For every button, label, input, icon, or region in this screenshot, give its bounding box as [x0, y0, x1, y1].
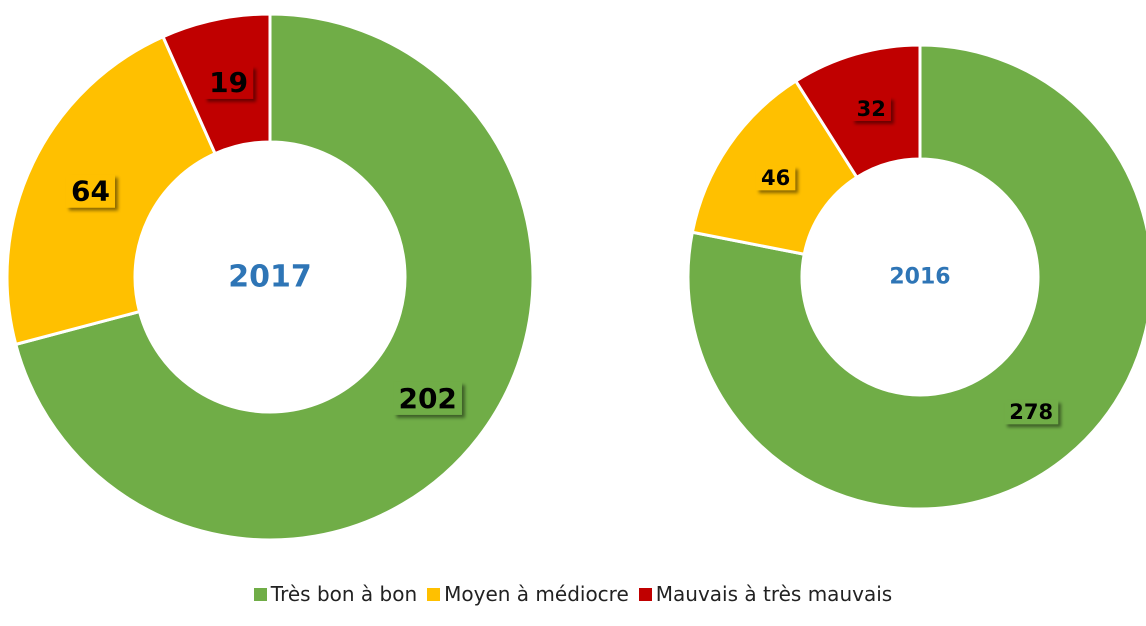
chart: 202 64 19 2017 278 46 32 2016 [5, 12, 1146, 542]
data-label: 46 [755, 166, 796, 191]
legend-label: Mauvais à très mauvais [655, 582, 893, 606]
data-label-text: 278 [1009, 400, 1053, 424]
legend-item: Moyen à médiocre [427, 582, 629, 606]
data-label-box [393, 381, 462, 415]
data-label-text: 202 [398, 382, 456, 415]
data-label: 278 [1004, 400, 1059, 425]
data-label-box [66, 174, 115, 208]
data-label-box [204, 65, 254, 99]
legend-swatch [253, 587, 267, 601]
data-label-text: 46 [761, 166, 790, 190]
legend-label: Moyen à médiocre [444, 582, 629, 606]
legend-label: Très bon à bon [270, 582, 418, 606]
data-label: 19 [204, 65, 254, 99]
data-label-box [1004, 400, 1059, 425]
data-label: 64 [66, 174, 115, 208]
data-label-box [851, 96, 891, 121]
data-label-text: 19 [209, 66, 248, 99]
data-label-box [755, 166, 796, 191]
donut-segment [686, 43, 1146, 511]
data-label: 202 [393, 381, 462, 415]
center-label: 2016 [889, 265, 950, 290]
legend: Très bon à bon Moyen à médiocre Mauvais à … [0, 582, 1146, 606]
legend-item: Très bon à bon [253, 582, 418, 606]
legend-swatch [638, 587, 652, 601]
legend-item: Mauvais à très mauvais [638, 582, 893, 606]
center-label: 2017 [228, 260, 312, 295]
data-label: 32 [851, 96, 891, 121]
legend-swatch [427, 587, 441, 601]
data-label-text: 32 [857, 97, 886, 121]
data-label-text: 64 [71, 175, 110, 208]
